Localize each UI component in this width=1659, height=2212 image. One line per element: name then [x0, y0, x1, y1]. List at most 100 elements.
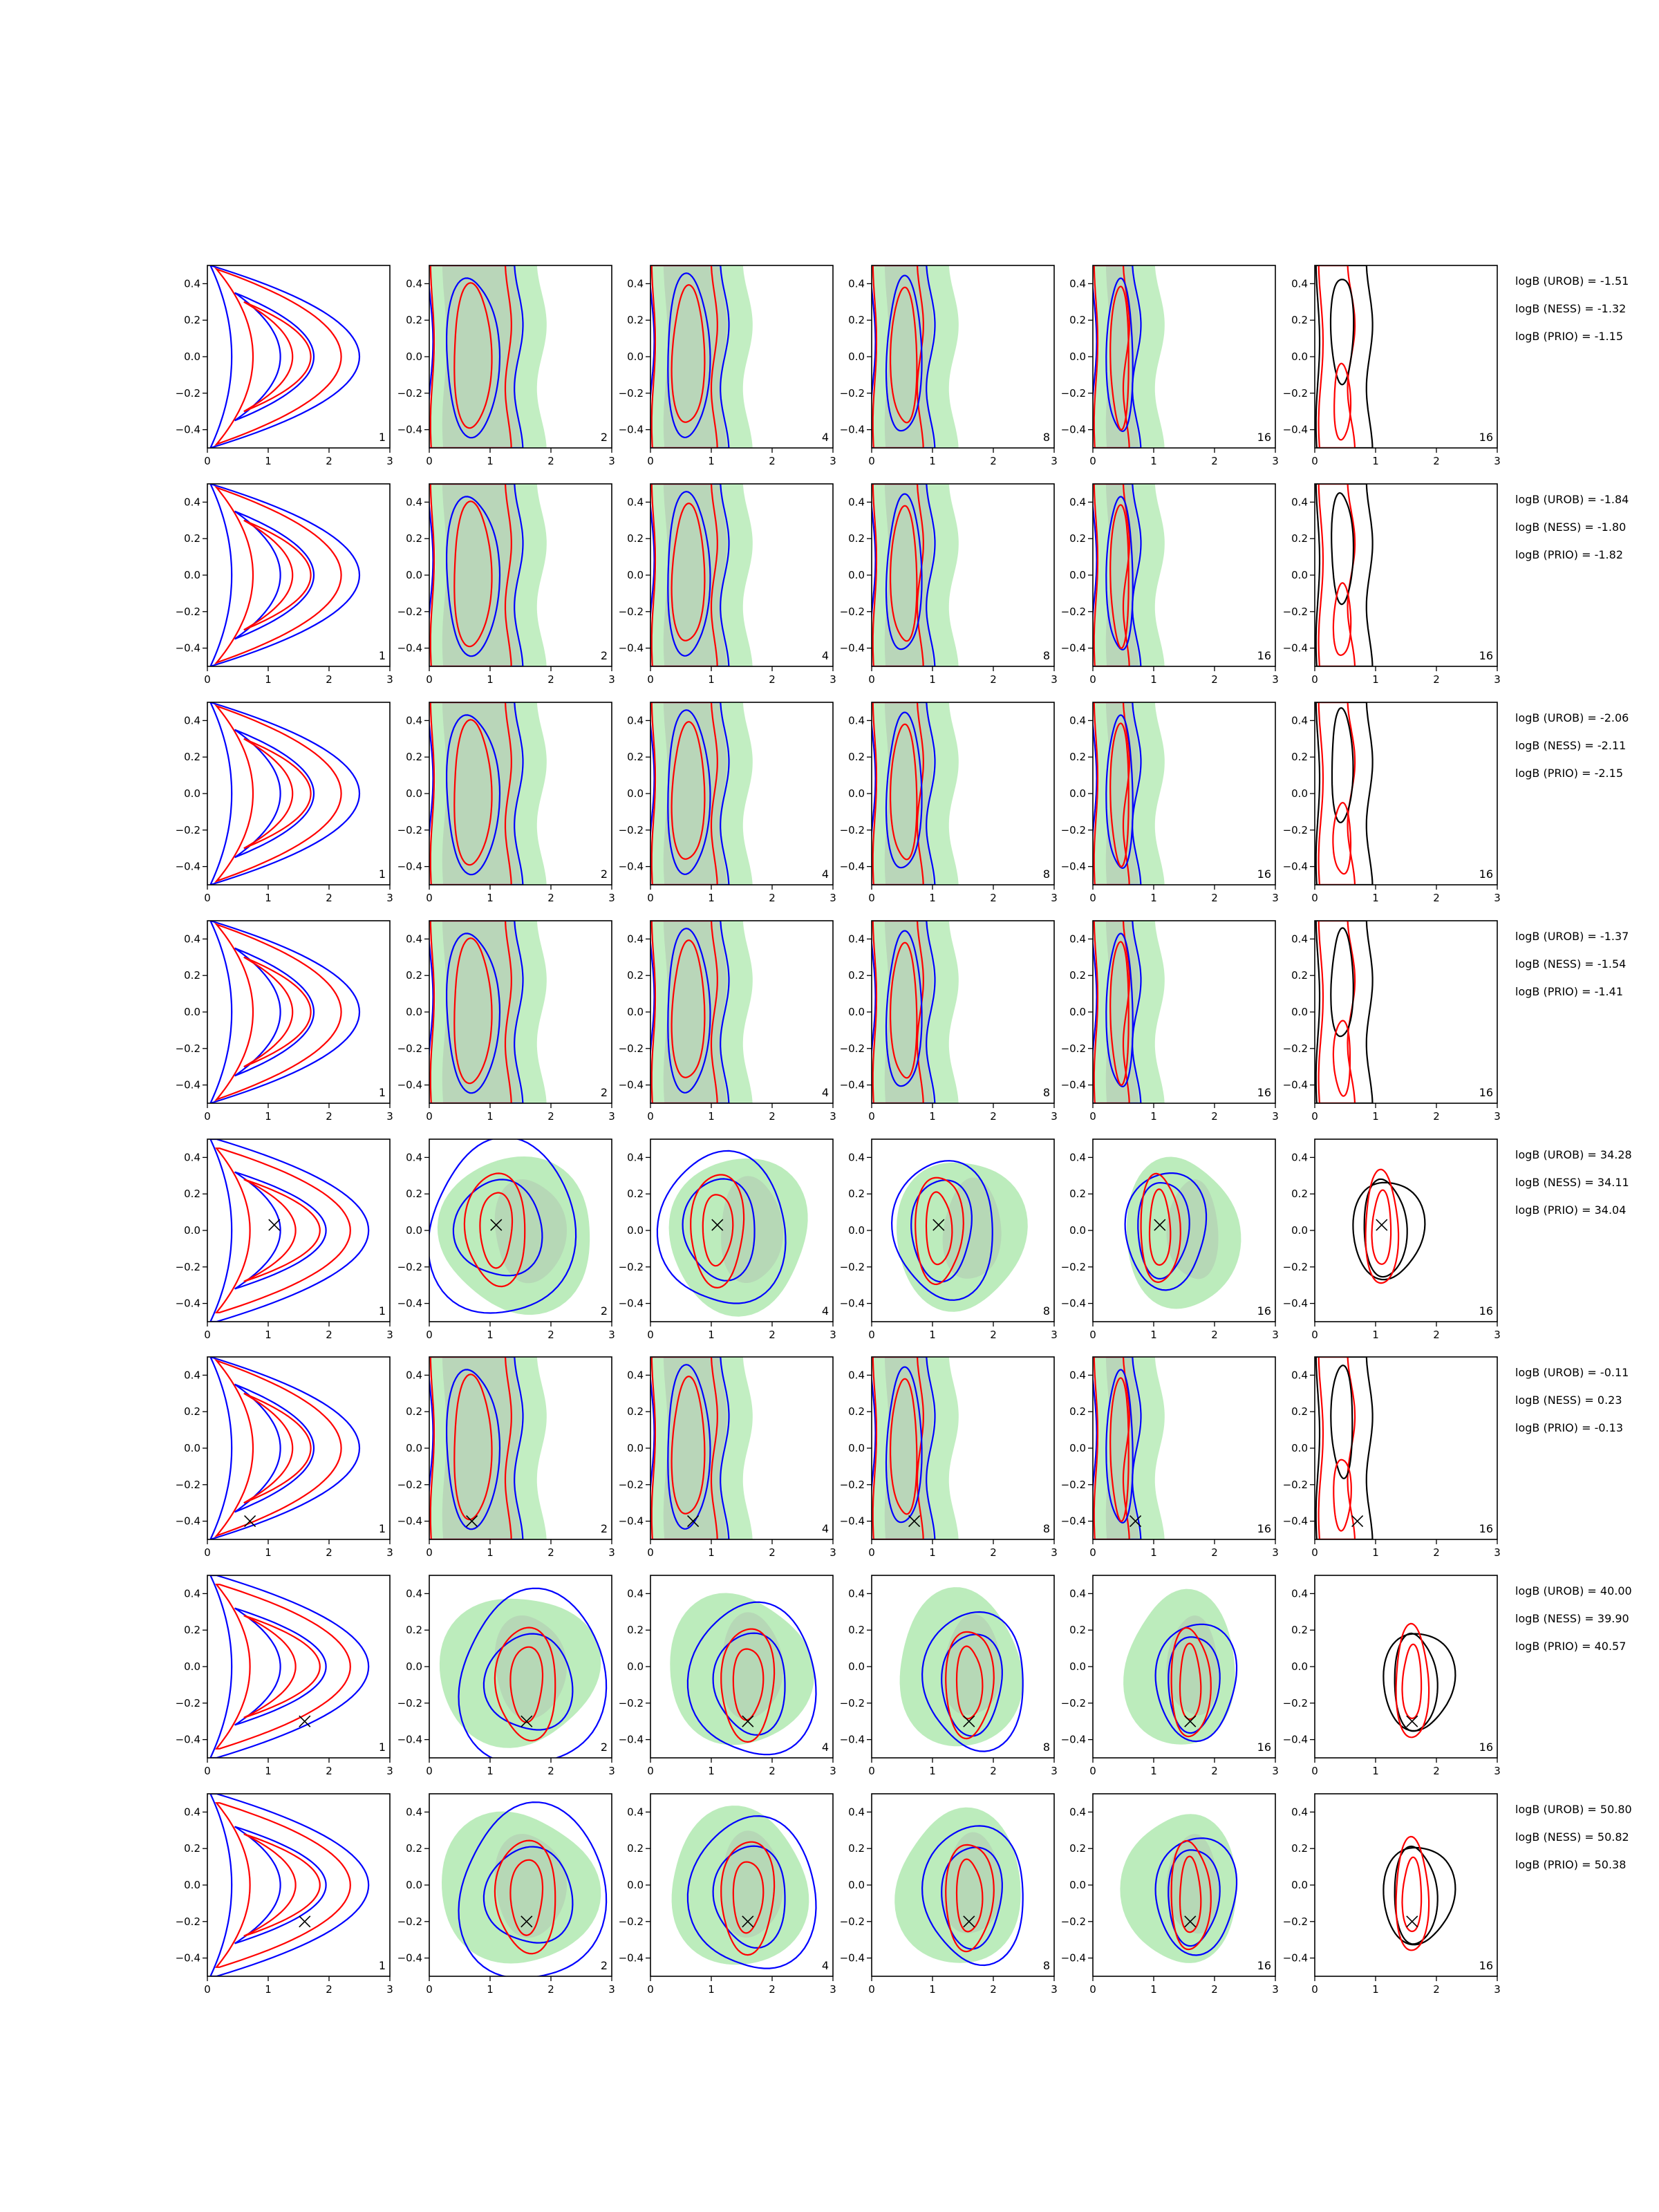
- y-tick-label: −0.4: [1283, 424, 1308, 436]
- x-tick-label: 2: [326, 1546, 332, 1559]
- contour-line: [872, 265, 924, 448]
- x-tick-label: 3: [1272, 892, 1279, 904]
- density-fill: [650, 265, 753, 448]
- contour-group: [209, 1575, 370, 1758]
- true-value-marker: [521, 1915, 533, 1928]
- contour-line: [452, 1179, 543, 1277]
- contour-line: [453, 719, 493, 866]
- logb-label: logB (PRIO) = 40.57: [1515, 1640, 1626, 1653]
- contour-group: [1315, 265, 1374, 448]
- y-tick-label: 0.2: [1069, 751, 1086, 763]
- y-tick-label: 0.4: [406, 1369, 422, 1381]
- y-tick-label: 0.4: [184, 932, 200, 945]
- x-tick-label: 1: [487, 1983, 494, 1996]
- y-tick-label: 0.4: [406, 1587, 422, 1600]
- y-tick-label: 0.2: [184, 532, 200, 545]
- x-tick-label: 1: [1372, 455, 1379, 467]
- y-tick-label: 0.2: [1069, 314, 1086, 326]
- contour-group: [899, 1587, 1024, 1752]
- iteration-label: 2: [601, 649, 608, 662]
- y-tick-label: −0.2: [1061, 1261, 1086, 1273]
- y-tick-label: −0.4: [619, 1079, 644, 1091]
- x-tick-label: 0: [868, 673, 875, 686]
- y-tick-label: 0.4: [1291, 1369, 1308, 1381]
- y-tick-label: 0.2: [848, 314, 865, 326]
- panel-r4-c4: 0 1 2 3 −0.4 −0.2 0.0 0.2 0.4 8: [840, 920, 1058, 1123]
- y-tick-label: −0.4: [176, 1079, 200, 1091]
- density-fill: [429, 265, 547, 448]
- contour-line: [494, 1839, 556, 1955]
- density-fill: [437, 1156, 590, 1315]
- y-tick-label: −0.4: [840, 861, 865, 873]
- contour-group: [872, 265, 959, 448]
- contour-group: [429, 265, 547, 448]
- y-tick-label: 0.0: [627, 350, 644, 363]
- contour-line: [872, 484, 924, 666]
- contour-group: [439, 1587, 608, 1758]
- iteration-label: 16: [1257, 431, 1271, 444]
- contour-group: [1093, 921, 1165, 1103]
- x-tick-label: 0: [204, 1983, 211, 1996]
- contour-line: [1170, 1627, 1212, 1738]
- y-tick-label: 0.0: [406, 787, 422, 800]
- contour-line: [1318, 921, 1356, 1103]
- x-tick-label: 3: [386, 455, 393, 467]
- x-tick-label: 3: [1051, 1546, 1058, 1559]
- x-tick-label: 2: [1211, 1329, 1218, 1341]
- y-tick-label: −0.4: [619, 1515, 644, 1528]
- contour-group: [1382, 1835, 1456, 1951]
- y-tick-label: −0.2: [619, 1479, 644, 1491]
- y-tick-label: 0.0: [184, 1442, 200, 1454]
- panel-r3-c4: 0 1 2 3 −0.4 −0.2 0.0 0.2 0.4 8: [840, 702, 1058, 904]
- iteration-label: 1: [379, 868, 386, 881]
- x-tick-label: 0: [1089, 1329, 1096, 1341]
- contour-line: [209, 484, 361, 666]
- y-tick-label: 0.2: [184, 1188, 200, 1200]
- density-fill: [872, 921, 959, 1103]
- y-tick-label: 0.0: [848, 1442, 865, 1454]
- panel-r7-c1: 0 1 2 3 −0.4 −0.2 0.0 0.2 0.4 1: [176, 1575, 393, 1777]
- y-tick-label: −0.2: [619, 606, 644, 618]
- y-tick-label: 0.0: [627, 1006, 644, 1018]
- y-tick-label: −0.4: [1283, 642, 1308, 655]
- contour-line: [1109, 285, 1130, 431]
- true-value-marker: [1184, 1715, 1197, 1727]
- x-tick-label: 2: [1211, 1765, 1218, 1777]
- logb-label: logB (PRIO) = 50.38: [1515, 1858, 1626, 1871]
- y-tick-label: −0.2: [397, 824, 422, 836]
- iteration-label: 8: [1043, 649, 1050, 662]
- contour-group: [1352, 1168, 1426, 1284]
- y-tick-label: 0.0: [1069, 1442, 1086, 1454]
- contour-line: [234, 292, 315, 422]
- contour-line: [243, 301, 312, 413]
- density-fill: [650, 1357, 753, 1539]
- contour-line: [720, 1841, 776, 1956]
- contour-line: [945, 1631, 995, 1740]
- contour-line: [872, 921, 936, 1103]
- density-fill: [650, 484, 753, 666]
- contour-line: [1315, 702, 1374, 885]
- y-tick-label: 0.4: [627, 277, 644, 290]
- y-tick-label: 0.2: [1069, 969, 1086, 982]
- x-tick-label: 1: [1372, 673, 1379, 686]
- y-tick-label: −0.4: [1061, 1952, 1086, 1965]
- true-value-marker: [711, 1219, 724, 1231]
- iteration-label: 2: [601, 1741, 608, 1754]
- y-tick-label: 0.0: [184, 787, 200, 800]
- y-tick-label: 0.0: [848, 350, 865, 363]
- contour-line: [890, 941, 918, 1079]
- y-tick-label: 0.2: [1069, 532, 1086, 545]
- contour-line: [234, 947, 315, 1077]
- contour-line: [872, 921, 924, 1103]
- panel-r7-c4: 0 1 2 3 −0.4 −0.2 0.0 0.2 0.4 8: [840, 1575, 1058, 1777]
- contour-line: [234, 729, 315, 859]
- x-tick-label: 1: [1372, 1983, 1379, 1996]
- contour-group: [429, 702, 547, 885]
- iteration-label: 8: [1043, 1304, 1050, 1318]
- x-tick-label: 3: [1494, 1110, 1501, 1123]
- x-tick-label: 1: [265, 1110, 272, 1123]
- x-tick-label: 3: [1051, 1765, 1058, 1777]
- contour-line: [1318, 265, 1356, 448]
- x-tick-label: 2: [547, 1765, 554, 1777]
- contour-line: [921, 1825, 1024, 1967]
